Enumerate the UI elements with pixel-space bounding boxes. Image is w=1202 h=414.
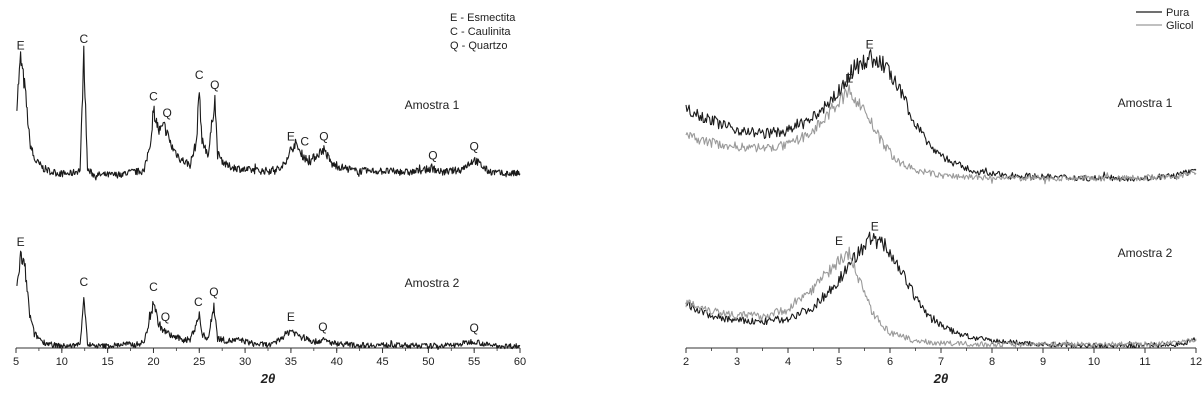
peak-label: C — [149, 280, 158, 294]
x-tick-label: 50 — [422, 356, 434, 368]
peak-label: E — [866, 38, 874, 52]
x-tick-label: 9 — [1040, 356, 1046, 368]
x-tick-label: 3 — [734, 356, 740, 368]
x-tick-label: 12 — [1190, 356, 1202, 368]
series-line-1 — [17, 46, 520, 180]
x-tick-label: 20 — [147, 356, 159, 368]
x-tick-label: 60 — [514, 356, 526, 368]
peak-label: C — [79, 275, 88, 289]
peak-label: Q — [318, 320, 327, 334]
peak-label: Q — [470, 140, 479, 154]
peak-label: Q — [428, 148, 437, 162]
peak-key-note: C - Caulinita — [450, 26, 511, 38]
peak-label: E — [17, 38, 25, 52]
sample-label: Amostra 1 — [1118, 96, 1173, 110]
peak-label: C — [194, 295, 203, 309]
x-tick-label: 25 — [193, 356, 205, 368]
peak-key-note: E - Esmectita — [450, 12, 516, 24]
peak-label: C — [149, 90, 158, 104]
series-line-glicol-2 — [686, 247, 1196, 347]
peak-label: E — [17, 235, 25, 249]
peak-label: Q — [470, 321, 479, 335]
sample-label: Amostra 1 — [405, 98, 460, 112]
x-axis-title: 2θ — [933, 371, 948, 386]
peak-label: E — [871, 219, 879, 233]
legend-label: Glicol — [1166, 20, 1194, 32]
peak-label: C — [79, 32, 88, 46]
peak-label: E — [287, 129, 295, 143]
x-tick-label: 2 — [683, 356, 689, 368]
peak-label: Q — [209, 285, 218, 299]
peak-label: Q — [161, 310, 170, 324]
x-tick-label: 35 — [285, 356, 297, 368]
peak-label: C — [300, 134, 309, 148]
sample-label: Amostra 2 — [1118, 246, 1173, 260]
peak-label: E — [845, 72, 853, 86]
series-line-pura-1 — [686, 50, 1196, 181]
peak-label: E — [287, 310, 295, 324]
peak-key-note: Q - Quartzo — [450, 40, 507, 52]
peak-label: Q — [210, 78, 219, 92]
x-tick-label: 10 — [56, 356, 68, 368]
series-line-2 — [17, 251, 520, 349]
x-tick-label: 7 — [938, 356, 944, 368]
x-tick-label: 30 — [239, 356, 251, 368]
x-tick-label: 11 — [1139, 356, 1150, 368]
x-tick-label: 45 — [376, 356, 388, 368]
x-tick-label: 15 — [102, 356, 114, 368]
right-xrd-chart: 2 3 4 5 6 7 8 9 10 11 12 2θ E E E E Amostra 1 Amostra 2 Pu… — [683, 7, 1202, 386]
peak-label: Q — [319, 129, 328, 143]
x-tick-label: 5 — [836, 356, 842, 368]
x-tick-label: 55 — [468, 356, 480, 368]
x-tick-label: 6 — [887, 356, 893, 368]
x-tick-label: 40 — [331, 356, 343, 368]
sample-label: Amostra 2 — [405, 276, 460, 290]
legend-label: Pura — [1166, 7, 1190, 19]
x-axis-title: 2θ — [260, 371, 275, 386]
x-tick-label: 8 — [989, 356, 995, 368]
peak-label: C — [195, 68, 204, 82]
x-tick-label: 4 — [785, 356, 791, 368]
x-tick-label: 10 — [1088, 356, 1100, 368]
peak-label: Q — [163, 106, 172, 120]
peak-label: E — [835, 234, 843, 248]
x-tick-label: 5 — [13, 356, 19, 368]
